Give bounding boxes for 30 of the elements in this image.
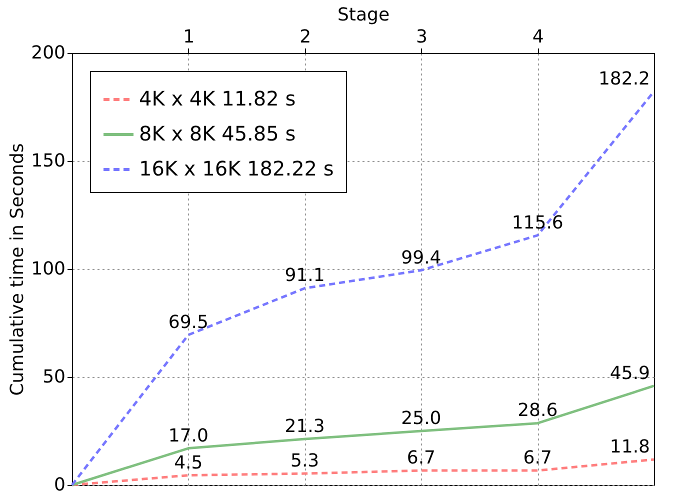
legend-label: 16K x 16K 182.22 s [139, 156, 334, 180]
legend-label: 4K x 4K 11.82 s [139, 86, 296, 110]
line-series [70, 384, 656, 486]
data-label: 45.9 [610, 362, 650, 384]
data-label: 28.6 [518, 400, 558, 422]
x-axis-title: Stage [337, 4, 390, 26]
data-label: 6.7 [406, 448, 436, 469]
x-tick-label: 2 [300, 26, 312, 48]
y-axis-title: Cumulative time in Seconds [7, 143, 28, 396]
legend-label: 8K x 8K 45.85 s [139, 122, 296, 146]
data-label: 4.5 [174, 452, 203, 474]
y-tick-label: 50 [42, 366, 66, 388]
data-label: 6.7 [523, 448, 552, 469]
y-tick-label: 200 [31, 42, 66, 64]
data-label: 17.0 [168, 425, 208, 446]
data-label: 115.6 [512, 212, 564, 234]
data-label: 182.2 [598, 68, 650, 90]
data-label: 69.5 [168, 312, 208, 333]
data-label: 25.0 [401, 408, 442, 429]
y-tick-label: 100 [31, 258, 66, 280]
x-tick-label: 1 [183, 26, 195, 48]
data-label: 99.4 [401, 247, 442, 268]
data-label: 21.3 [284, 416, 325, 437]
x-tick-label: 4 [532, 26, 544, 48]
y-tick-label: 150 [31, 150, 66, 172]
x-tick-label: 3 [416, 26, 428, 48]
data-label: 11.8 [610, 436, 650, 458]
y-tick-label: 0 [54, 474, 66, 496]
data-label: 5.3 [290, 450, 320, 472]
data-label: 91.1 [284, 265, 325, 286]
